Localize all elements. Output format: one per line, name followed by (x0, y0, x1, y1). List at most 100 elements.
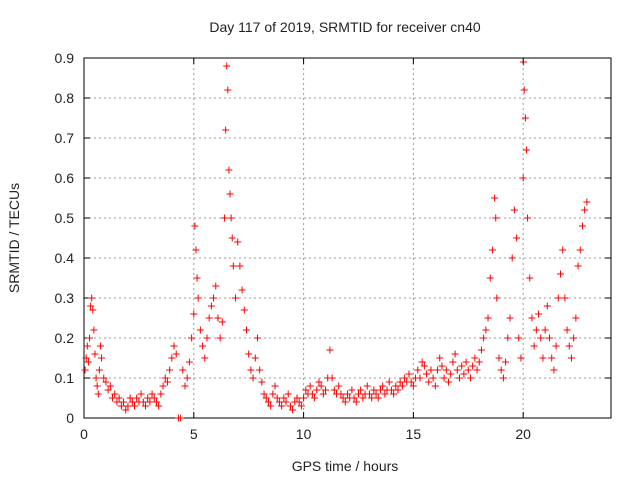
data-point (179, 366, 187, 374)
data-point (185, 358, 193, 366)
data-point (497, 366, 505, 374)
data-point (335, 382, 343, 390)
data-point (427, 366, 435, 374)
data-point (216, 334, 224, 342)
data-point (196, 326, 204, 334)
data-point (146, 398, 154, 406)
data-point (352, 398, 360, 406)
data-point (484, 314, 492, 322)
data-point (166, 366, 174, 374)
y-tick-label: 0.4 (55, 250, 75, 266)
data-point (524, 214, 532, 222)
data-point (315, 378, 323, 386)
data-point (423, 370, 431, 378)
data-point (520, 58, 528, 66)
data-point (492, 214, 500, 222)
data-point (139, 398, 147, 406)
data-point (308, 390, 316, 398)
data-point (462, 358, 470, 366)
data-point (344, 390, 351, 398)
data-point (436, 354, 444, 362)
data-point (520, 86, 528, 94)
data-point (155, 402, 163, 410)
data-point (447, 370, 455, 378)
data-point (372, 390, 380, 398)
data-point (504, 334, 512, 342)
y-tick-label: 0.2 (55, 330, 75, 346)
data-point (311, 394, 319, 402)
data-point (449, 358, 457, 366)
data-point (214, 314, 222, 322)
data-point (429, 374, 437, 382)
data-point (473, 366, 481, 374)
data-point (394, 386, 402, 394)
data-point (221, 214, 229, 222)
data-point (104, 386, 112, 394)
data-point (563, 326, 571, 334)
chart-title: Day 117 of 2019, SRMTID for receiver cn4… (209, 19, 481, 35)
y-tick-label: 0.3 (55, 290, 75, 306)
data-point (477, 346, 485, 354)
grid-lines (84, 58, 611, 418)
data-point (420, 362, 428, 370)
data-point (227, 214, 235, 222)
data-point (106, 382, 114, 390)
data-point (532, 326, 540, 334)
data-point (264, 398, 272, 406)
data-point (258, 378, 266, 386)
data-point (286, 402, 294, 410)
data-point (170, 342, 178, 350)
data-point (396, 378, 404, 386)
data-point (122, 406, 130, 414)
data-point (275, 398, 283, 406)
data-point (102, 378, 110, 386)
data-point (330, 386, 338, 394)
data-point (262, 394, 270, 402)
data-point (357, 386, 365, 394)
data-point (90, 326, 98, 334)
data-point (488, 246, 496, 254)
data-point (191, 222, 199, 230)
data-point (543, 302, 551, 310)
data-point (210, 294, 218, 302)
data-point (161, 374, 169, 382)
data-point (181, 382, 189, 390)
y-tick-label: 0.7 (55, 130, 75, 146)
data-point (405, 370, 413, 378)
y-tick-label: 0.8 (55, 90, 75, 106)
data-point (84, 358, 92, 366)
data-point (438, 362, 446, 370)
data-point (177, 414, 185, 422)
data-point (96, 342, 104, 350)
data-point (376, 386, 384, 394)
data-point (133, 394, 141, 402)
data-point (218, 318, 226, 326)
data-point (401, 374, 409, 382)
data-point (278, 402, 286, 410)
data-point (466, 374, 474, 382)
data-point (565, 342, 573, 350)
data-point (115, 394, 123, 402)
data-point (521, 114, 529, 122)
data-point (295, 398, 303, 406)
data-point (502, 358, 510, 366)
data-point (152, 398, 160, 406)
data-point (475, 358, 483, 366)
data-point (559, 246, 567, 254)
data-point (442, 366, 450, 374)
data-point (269, 390, 277, 398)
data-point (486, 274, 494, 282)
data-point (491, 194, 499, 202)
data-point (458, 362, 466, 370)
data-point (495, 354, 503, 362)
x-axis-label: GPS time / hours (292, 458, 399, 474)
data-point (535, 310, 543, 318)
y-tick-label: 0.1 (55, 370, 75, 386)
data-point (234, 238, 242, 246)
data-point (222, 126, 230, 134)
data-point (425, 378, 433, 386)
data-point (228, 234, 236, 242)
data-point (583, 198, 591, 206)
data-point (193, 274, 201, 282)
x-tick-label: 15 (406, 426, 422, 442)
